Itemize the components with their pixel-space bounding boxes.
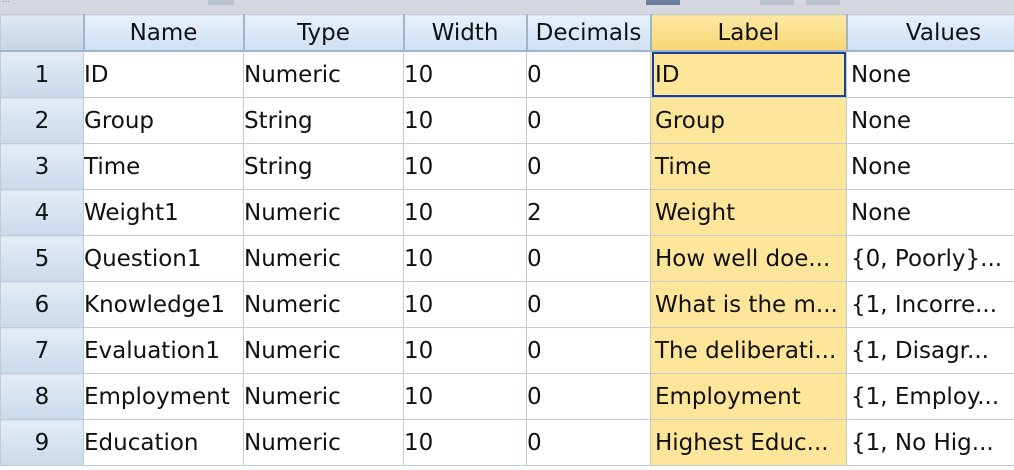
cell-name[interactable]: Knowledge1 <box>83 281 244 328</box>
cell-decimals[interactable]: 0 <box>526 419 651 466</box>
row-number[interactable]: 8 <box>0 373 84 420</box>
cell-label[interactable]: Time <box>650 143 847 190</box>
cell-type[interactable]: Numeric <box>243 281 404 328</box>
cell-width[interactable]: 10 <box>403 97 527 144</box>
toolbar-tab-nub[interactable] <box>646 0 680 5</box>
column-header-type[interactable]: Type <box>243 14 405 52</box>
cell-width[interactable]: 10 <box>403 327 527 374</box>
cell-decimals[interactable]: 0 <box>526 50 651 98</box>
cell-type[interactable]: Numeric <box>243 235 404 282</box>
cell-label[interactable]: The deliberati... <box>650 327 847 374</box>
cell-label[interactable]: Employment <box>650 373 847 420</box>
table-row: 3 Time String 10 0 Time None <box>0 143 1014 190</box>
cell-values[interactable]: None <box>846 50 1014 98</box>
cell-width[interactable]: 10 <box>403 143 527 190</box>
cell-values[interactable]: None <box>846 189 1014 236</box>
cell-type[interactable]: Numeric <box>243 327 404 374</box>
column-header-values[interactable]: Values <box>846 14 1014 52</box>
column-header-name[interactable]: Name <box>83 14 245 52</box>
toolbar-tab-nub[interactable] <box>208 0 234 5</box>
cell-values[interactable]: {1, Disagr... <box>846 327 1014 374</box>
cell-decimals[interactable]: 0 <box>526 373 651 420</box>
row-number[interactable]: 7 <box>0 327 84 374</box>
cell-label[interactable]: Weight <box>650 189 847 236</box>
cell-label[interactable]: Highest Educ... <box>650 419 847 466</box>
cell-values[interactable]: {1, No Hig... <box>846 419 1014 466</box>
cell-name[interactable]: Education <box>83 419 244 466</box>
column-header-label[interactable]: Label <box>650 14 848 52</box>
cell-label[interactable]: How well doe... <box>650 235 847 282</box>
cell-decimals[interactable]: 0 <box>526 281 651 328</box>
cell-width[interactable]: 10 <box>403 373 527 420</box>
cell-values[interactable]: None <box>846 97 1014 144</box>
row-number[interactable]: 1 <box>0 50 84 98</box>
table-row: 6 Knowledge1 Numeric 10 0 What is the m.… <box>0 281 1014 328</box>
toolbar-strip: ⋯ <box>0 0 1014 15</box>
table-row: 7 Evaluation1 Numeric 10 0 The deliberat… <box>0 327 1014 374</box>
grid-corner[interactable] <box>0 14 85 52</box>
cell-values[interactable]: {0, Poorly}... <box>846 235 1014 282</box>
cell-type[interactable]: Numeric <box>243 373 404 420</box>
cell-type[interactable]: Numeric <box>243 189 404 236</box>
cell-width[interactable]: 10 <box>403 235 527 282</box>
toolbar-tab-nub[interactable] <box>806 0 840 5</box>
table-row: 4 Weight1 Numeric 10 2 Weight None <box>0 189 1014 236</box>
cell-name[interactable]: Time <box>83 143 244 190</box>
cell-type[interactable]: String <box>243 97 404 144</box>
cell-values[interactable]: {1, Incorre... <box>846 281 1014 328</box>
column-header-row: Name Type Width Decimals Label Values <box>0 14 1014 52</box>
column-header-decimals[interactable]: Decimals <box>526 14 652 52</box>
cell-width[interactable]: 10 <box>403 419 527 466</box>
row-number[interactable]: 3 <box>0 143 84 190</box>
cell-name[interactable]: Question1 <box>83 235 244 282</box>
cell-type[interactable]: Numeric <box>243 419 404 466</box>
grip-icon: ⋯ <box>2 0 10 6</box>
table-row: 9 Education Numeric 10 0 Highest Educ...… <box>0 419 1014 466</box>
cell-decimals[interactable]: 0 <box>526 235 651 282</box>
cell-name[interactable]: Employment <box>83 373 244 420</box>
cell-width[interactable]: 10 <box>403 50 527 98</box>
cell-type[interactable]: Numeric <box>243 50 404 98</box>
cell-decimals[interactable]: 0 <box>526 327 651 374</box>
cell-name[interactable]: Weight1 <box>83 189 244 236</box>
cell-decimals[interactable]: 0 <box>526 97 651 144</box>
row-number[interactable]: 6 <box>0 281 84 328</box>
cell-decimals[interactable]: 2 <box>526 189 651 236</box>
table-row: 1 ID Numeric 10 0 ID None <box>0 50 1014 98</box>
toolbar-tab-nub[interactable] <box>760 0 794 5</box>
cell-label[interactable]: What is the m... <box>650 281 847 328</box>
table-row: 2 Group String 10 0 Group None <box>0 97 1014 144</box>
variable-grid: Name Type Width Decimals Label Values 1 … <box>0 14 1014 466</box>
cell-width[interactable]: 10 <box>403 281 527 328</box>
row-number[interactable]: 4 <box>0 189 84 236</box>
row-number[interactable]: 5 <box>0 235 84 282</box>
cell-label[interactable]: ID <box>650 50 847 98</box>
cell-values[interactable]: None <box>846 143 1014 190</box>
cell-type[interactable]: String <box>243 143 404 190</box>
table-row: 8 Employment Numeric 10 0 Employment {1,… <box>0 373 1014 420</box>
cell-label[interactable]: Group <box>650 97 847 144</box>
table-row: 5 Question1 Numeric 10 0 How well doe...… <box>0 235 1014 282</box>
cell-values[interactable]: {1, Employ... <box>846 373 1014 420</box>
cell-name[interactable]: ID <box>83 50 244 98</box>
row-number[interactable]: 2 <box>0 97 84 144</box>
column-header-width[interactable]: Width <box>403 14 528 52</box>
cell-name[interactable]: Evaluation1 <box>83 327 244 374</box>
cell-width[interactable]: 10 <box>403 189 527 236</box>
cell-name[interactable]: Group <box>83 97 244 144</box>
row-number[interactable]: 9 <box>0 419 84 466</box>
cell-decimals[interactable]: 0 <box>526 143 651 190</box>
